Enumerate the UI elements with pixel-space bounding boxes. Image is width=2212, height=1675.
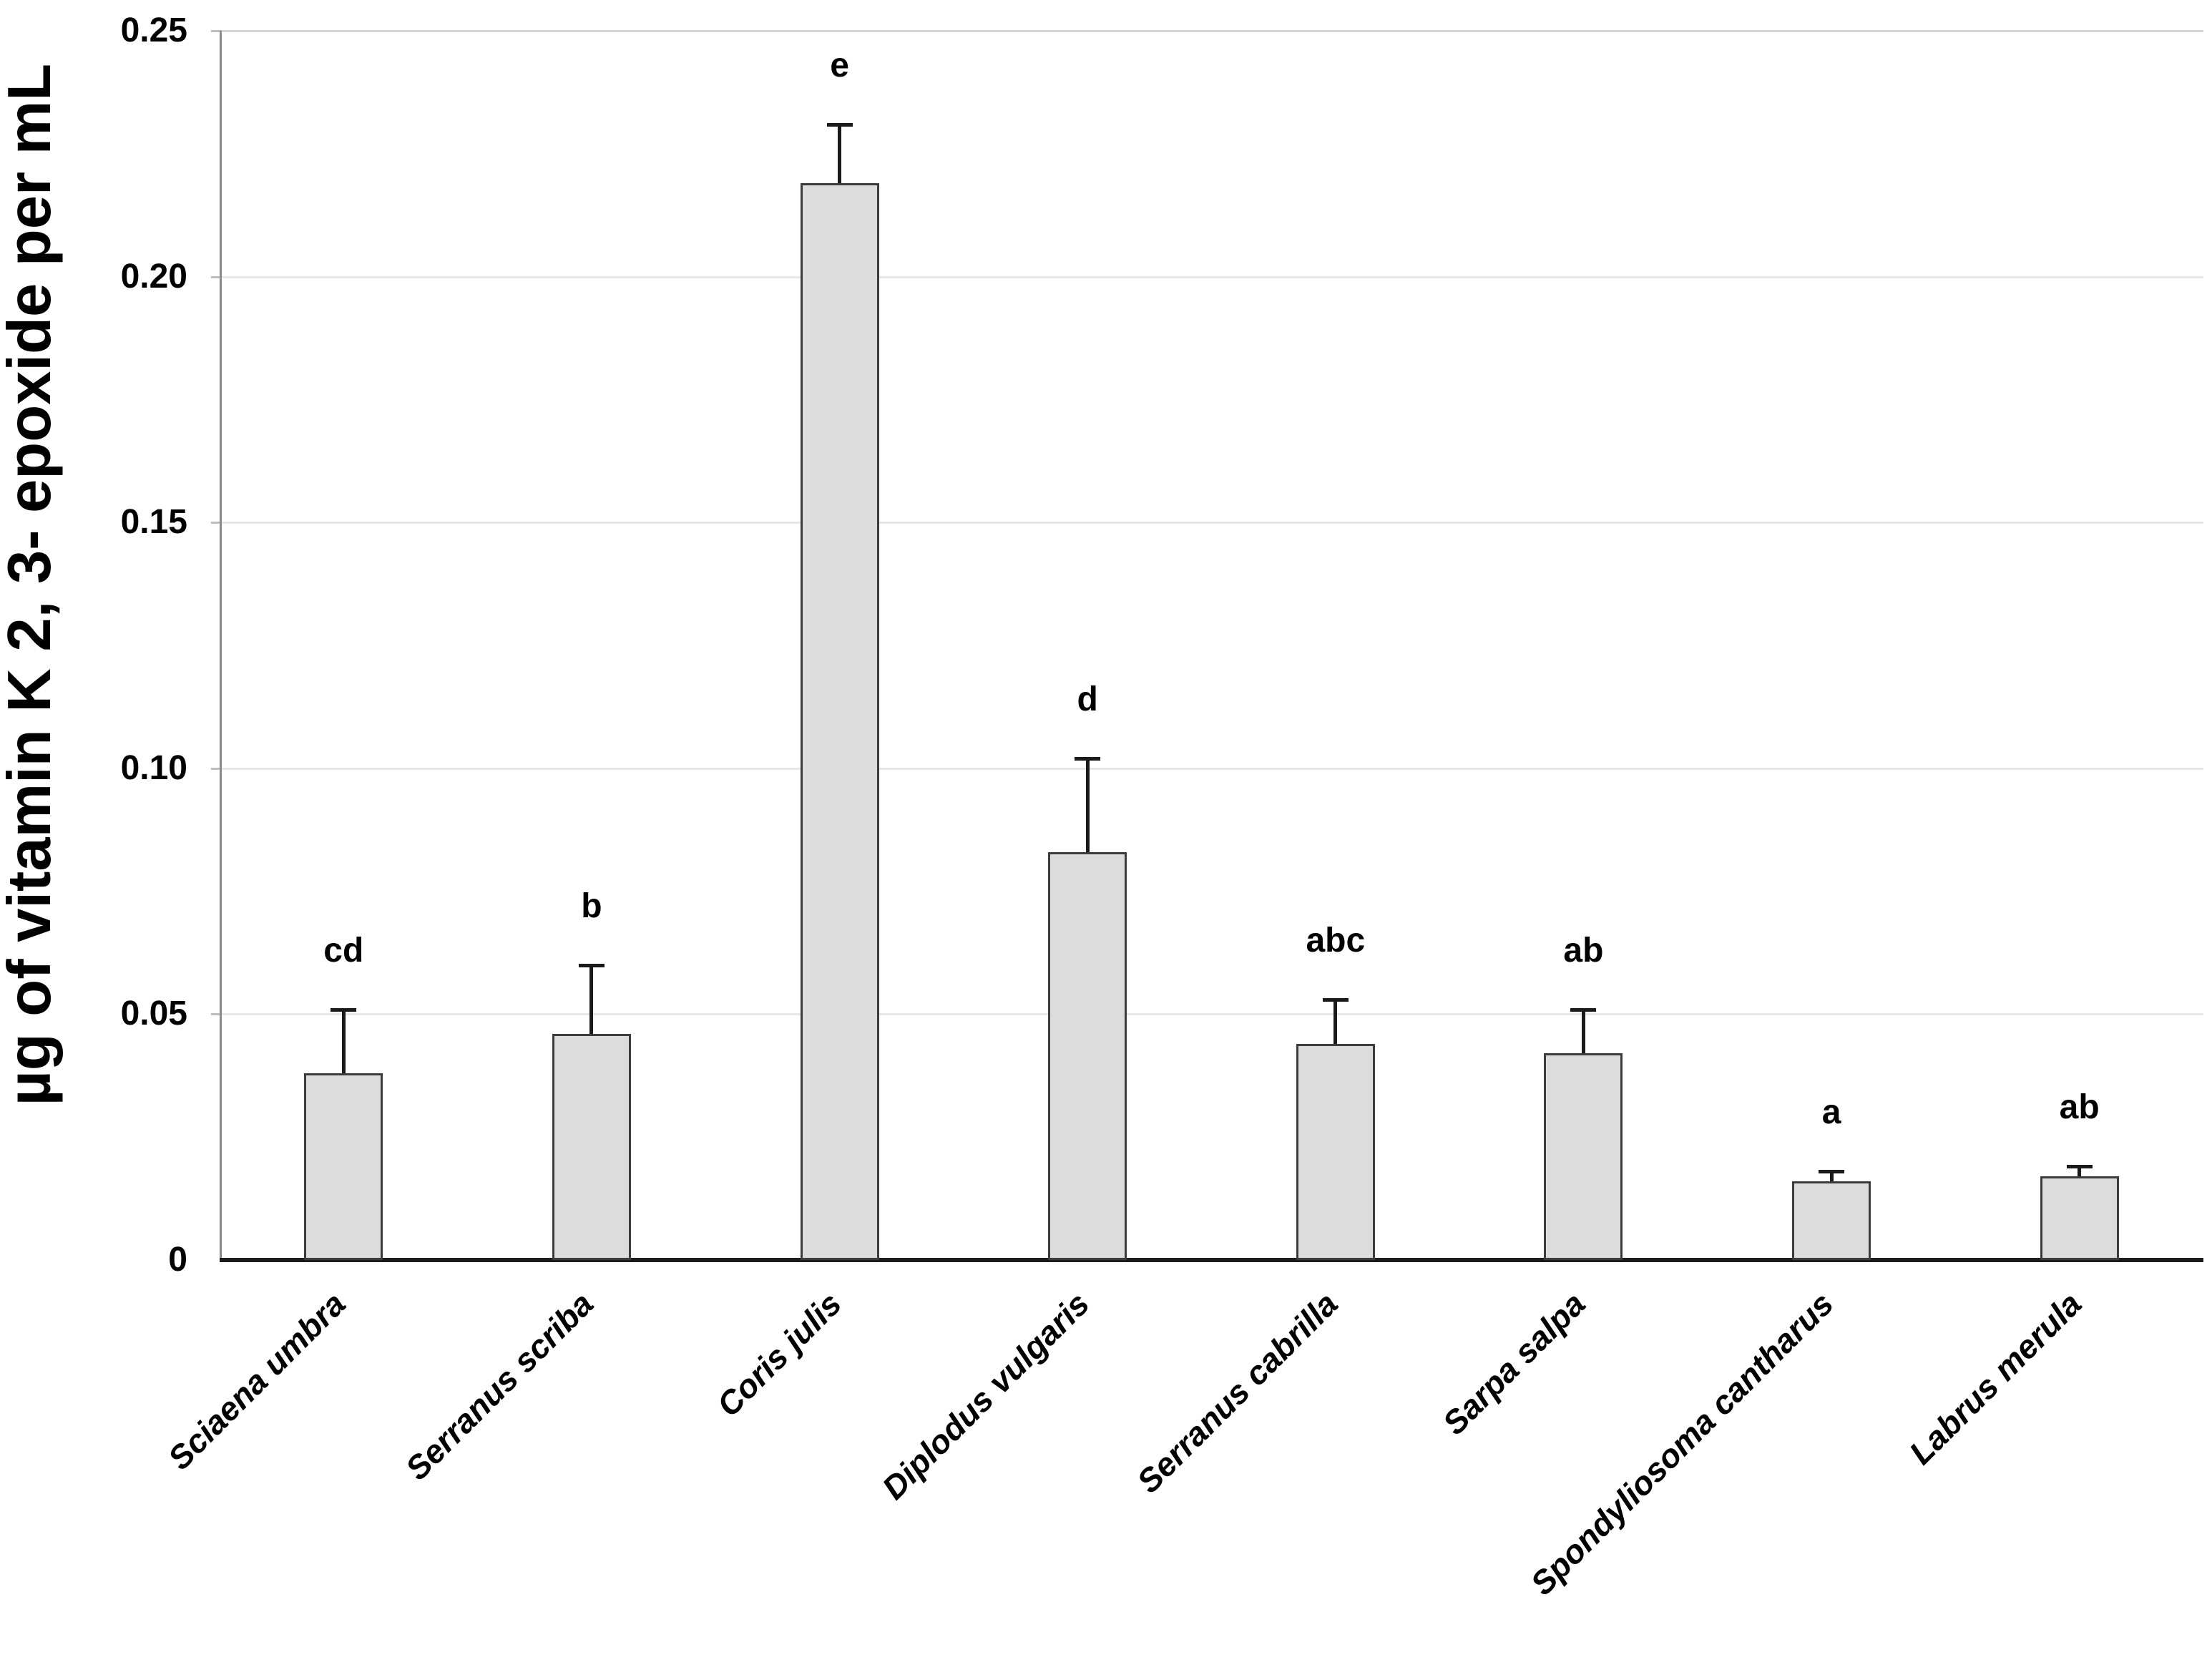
y-tick-label-0.15: 0.15 (120, 503, 187, 542)
bar-serranus-scriba (552, 1033, 631, 1260)
y-axis-title: µg of vitamin K 2, 3- epoxide per mL (0, 63, 64, 1106)
sig-letter-serranus-scriba: b (581, 887, 602, 925)
y-tick-label-0.10: 0.10 (120, 748, 187, 787)
gridline-0.20 (220, 275, 2203, 278)
error-bar-sciaena-umbra (341, 1009, 346, 1073)
y-tick-mark (211, 30, 221, 32)
error-cap-labrus-merula (2066, 1165, 2093, 1169)
sig-letter-sarpa-salpa: ab (1563, 931, 1604, 970)
y-tick-label-0.20: 0.20 (120, 257, 187, 296)
error-cap-serranus-cabrilla (1322, 997, 1349, 1002)
gridline-0.15 (220, 522, 2203, 524)
sig-letter-spondyliosoma-cantharus: a (1821, 1093, 1841, 1132)
gridline-0.05 (220, 1013, 2203, 1016)
sig-letter-sciaena-umbra: cd (323, 931, 364, 970)
error-bar-coris-julis (838, 124, 842, 184)
bar-serranus-cabrilla (1296, 1043, 1375, 1260)
y-tick-mark (211, 1013, 221, 1016)
error-cap-sciaena-umbra (331, 1007, 357, 1012)
x-axis-line (220, 1258, 2203, 1262)
error-bar-diplodus-vulgaris (1085, 758, 1090, 852)
error-cap-diplodus-vulgaris (1075, 757, 1101, 761)
y-tick-label-0.05: 0.05 (120, 995, 187, 1033)
error-bar-spondyliosoma-cantharus (1829, 1171, 1834, 1182)
x-category-label-labrus-merula: Labrus merula (0, 1284, 2088, 1472)
error-cap-spondyliosoma-cantharus (1819, 1170, 1845, 1174)
error-bar-serranus-scriba (589, 965, 594, 1034)
error-bar-serranus-cabrilla (1333, 999, 1338, 1044)
error-cap-sarpa-salpa (1570, 1007, 1597, 1012)
sig-letter-diplodus-vulgaris: d (1077, 680, 1098, 719)
error-cap-serranus-scriba (578, 963, 605, 967)
bar-labrus-merula (2040, 1176, 2119, 1260)
sig-letter-serranus-cabrilla: abc (1306, 921, 1366, 959)
y-tick-mark (211, 767, 221, 770)
bar-sciaena-umbra (304, 1073, 383, 1260)
bar-spondyliosoma-cantharus (1792, 1181, 1871, 1260)
y-tick-mark (211, 275, 221, 278)
plot-top-border (220, 30, 2203, 32)
error-bar-labrus-merula (2078, 1166, 2082, 1177)
y-axis-line (220, 31, 222, 1260)
y-tick-mark (211, 522, 221, 524)
bar-coris-julis (800, 183, 879, 1260)
error-bar-sarpa-salpa (1581, 1009, 1585, 1054)
error-cap-coris-julis (826, 122, 853, 127)
bar-sarpa-salpa (1544, 1053, 1623, 1260)
y-tick-label-0.25: 0.25 (120, 11, 187, 49)
x-category-text-labrus-merula: Labrus merula (1902, 1284, 2089, 1472)
bar-diplodus-vulgaris (1048, 851, 1127, 1260)
sig-letter-coris-julis: e (830, 46, 849, 84)
sig-letter-labrus-merula: ab (2059, 1088, 2100, 1127)
y-tick-label-0: 0 (168, 1241, 187, 1279)
gridline-0.10 (220, 767, 2203, 770)
